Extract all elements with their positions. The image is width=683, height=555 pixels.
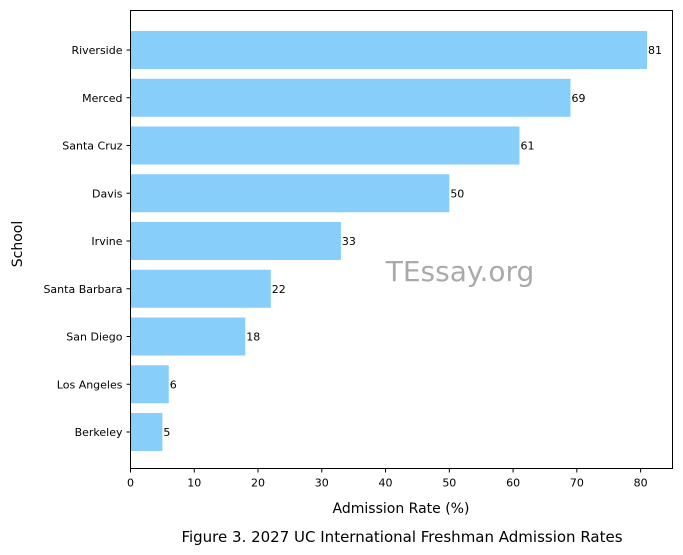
- x-tick-label: 80: [634, 477, 648, 490]
- y-tick-label: Santa Barbara: [43, 283, 122, 296]
- bar-irvine: [130, 222, 341, 260]
- bar-riverside: [130, 31, 647, 69]
- bar-merced: [130, 78, 571, 117]
- bars-group: [130, 31, 647, 451]
- data-label: 6: [170, 378, 177, 391]
- x-tick-label: 50: [442, 477, 456, 490]
- y-tick-label: San Diego: [66, 331, 122, 344]
- y-tick-label: Davis: [92, 187, 123, 200]
- y-tick-label: Los Angeles: [57, 378, 123, 391]
- y-axis-label: School: [10, 221, 26, 267]
- bar-san-diego: [130, 317, 246, 356]
- data-label: 50: [450, 187, 464, 200]
- x-tick-label: 10: [187, 477, 201, 490]
- y-tick-label: Irvine: [91, 235, 122, 248]
- data-label: 61: [520, 140, 534, 153]
- data-label: 22: [272, 283, 286, 296]
- data-label: 33: [342, 235, 356, 248]
- y-axis-ticks: Riverside Merced Santa Cruz Davis Irvine Sant…: [43, 44, 131, 439]
- x-axis-label: Admission Rate (%): [333, 501, 470, 517]
- data-label: 69: [571, 92, 585, 105]
- data-label: 5: [163, 426, 170, 439]
- y-tick-label: Santa Cruz: [62, 140, 122, 153]
- x-tick-label: 40: [379, 477, 393, 490]
- data-label: 81: [648, 44, 662, 57]
- bar-los-angeles: [130, 365, 169, 404]
- x-tick-label: 0: [127, 477, 134, 490]
- bar-berkeley: [130, 413, 163, 451]
- bar-santa-cruz: [130, 126, 520, 165]
- x-tick-label: 60: [506, 477, 520, 490]
- plot-frame: [130, 10, 673, 469]
- figure-caption: Figure 3. 2027 UC International Freshman…: [181, 528, 622, 546]
- y-tick-label: Merced: [82, 92, 122, 105]
- x-tick-label: 70: [570, 477, 584, 490]
- x-tick-label: 30: [315, 477, 329, 490]
- data-label: 18: [246, 331, 260, 344]
- bar-santa-barbara: [130, 269, 271, 308]
- y-tick-label: Berkeley: [75, 426, 123, 439]
- y-tick-label: Riverside: [71, 44, 122, 57]
- x-tick-label: 20: [251, 477, 265, 490]
- bar-davis: [130, 174, 450, 213]
- watermark: TEssay.org: [385, 255, 535, 288]
- data-labels-group: 81 69 61 50 33 22 18 6 5: [163, 44, 662, 439]
- x-axis-ticks: 0 10 20 30 40 50 60 70 80: [127, 468, 648, 490]
